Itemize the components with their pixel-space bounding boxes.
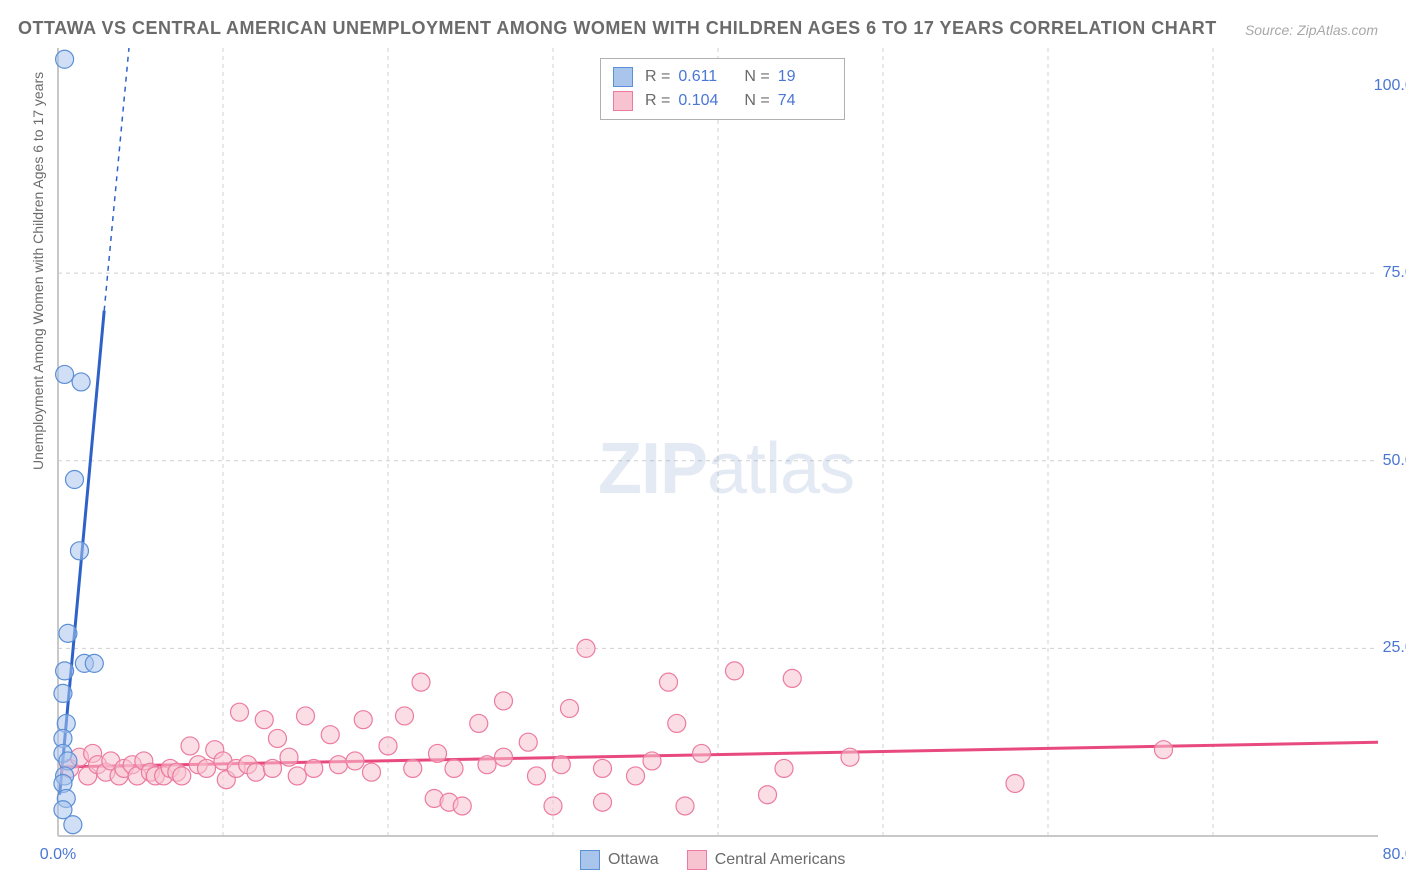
- swatch-central: [613, 91, 633, 111]
- x-tick-label: 0.0%: [40, 846, 76, 864]
- x-tick-label: 80.0%: [1383, 846, 1406, 864]
- legend-item-central: Central Americans: [687, 850, 846, 870]
- legend-swatch-central: [687, 850, 707, 870]
- y-tick-label: 100.0%: [1374, 77, 1406, 95]
- n-label: N =: [744, 65, 769, 89]
- plot-area: ZIPatlas 25.0%50.0%75.0%100.0%0.0%80.0%: [58, 48, 1378, 836]
- legend-swatch-ottawa: [580, 850, 600, 870]
- n-value-central: 74: [778, 89, 832, 113]
- r-label: R =: [645, 89, 670, 113]
- stats-row-central: R = 0.104 N = 74: [613, 89, 832, 113]
- legend-label-central: Central Americans: [715, 851, 846, 869]
- series-legend: Ottawa Central Americans: [580, 850, 845, 870]
- source-attribution: Source: ZipAtlas.com: [1245, 22, 1378, 38]
- swatch-ottawa: [613, 67, 633, 87]
- stats-legend: R = 0.611 N = 19 R = 0.104 N = 74: [600, 58, 845, 120]
- y-axis-label: Unemployment Among Women with Children A…: [30, 72, 46, 470]
- chart-svg: [58, 48, 1378, 836]
- stats-row-ottawa: R = 0.611 N = 19: [613, 65, 832, 89]
- y-tick-label: 25.0%: [1383, 639, 1406, 657]
- y-tick-label: 50.0%: [1383, 452, 1406, 470]
- y-tick-label: 75.0%: [1383, 264, 1406, 282]
- legend-label-ottawa: Ottawa: [608, 851, 659, 869]
- r-value-central: 0.104: [678, 89, 732, 113]
- legend-item-ottawa: Ottawa: [580, 850, 659, 870]
- chart-title: OTTAWA VS CENTRAL AMERICAN UNEMPLOYMENT …: [18, 18, 1217, 39]
- n-value-ottawa: 19: [778, 65, 832, 89]
- r-label: R =: [645, 65, 670, 89]
- n-label: N =: [744, 89, 769, 113]
- r-value-ottawa: 0.611: [678, 65, 732, 89]
